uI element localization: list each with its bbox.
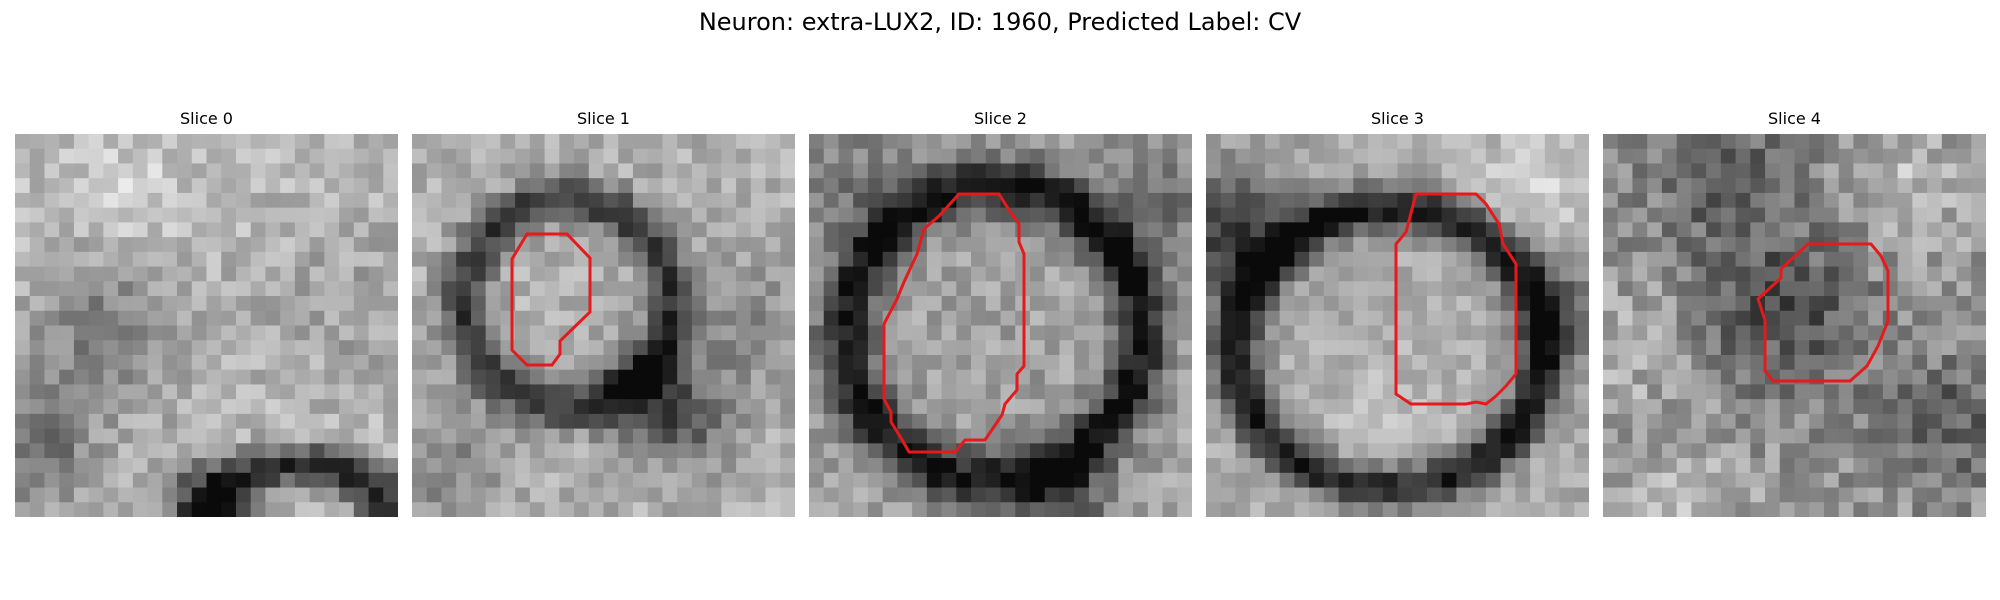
slice-title-3: Slice 3 [1371, 109, 1424, 128]
segmentation-contour-1 [510, 232, 592, 367]
slice-1-micrograph [412, 134, 795, 517]
segmentation-contour-4 [1756, 242, 1890, 383]
slice-image-1 [412, 134, 795, 517]
slice-image-4 [1603, 134, 1986, 517]
slice-title-4: Slice 4 [1768, 109, 1821, 128]
slice-title-0: Slice 0 [180, 109, 233, 128]
slice-image-2 [809, 134, 1192, 517]
slice-title-2: Slice 2 [974, 109, 1027, 128]
slice-3-micrograph [1206, 134, 1589, 517]
slice-image-0 [15, 134, 398, 517]
figure-title: Neuron: extra-LUX2, ID: 1960, Predicted … [698, 8, 1302, 36]
slice-4-micrograph [1603, 134, 1986, 517]
slice-title-1: Slice 1 [577, 109, 630, 128]
slice-2-micrograph [809, 134, 1192, 517]
segmentation-contour-3 [1394, 192, 1518, 406]
segmentation-contour-2 [882, 192, 1026, 454]
slice-image-3 [1206, 134, 1589, 517]
slice-0-micrograph [15, 134, 398, 517]
